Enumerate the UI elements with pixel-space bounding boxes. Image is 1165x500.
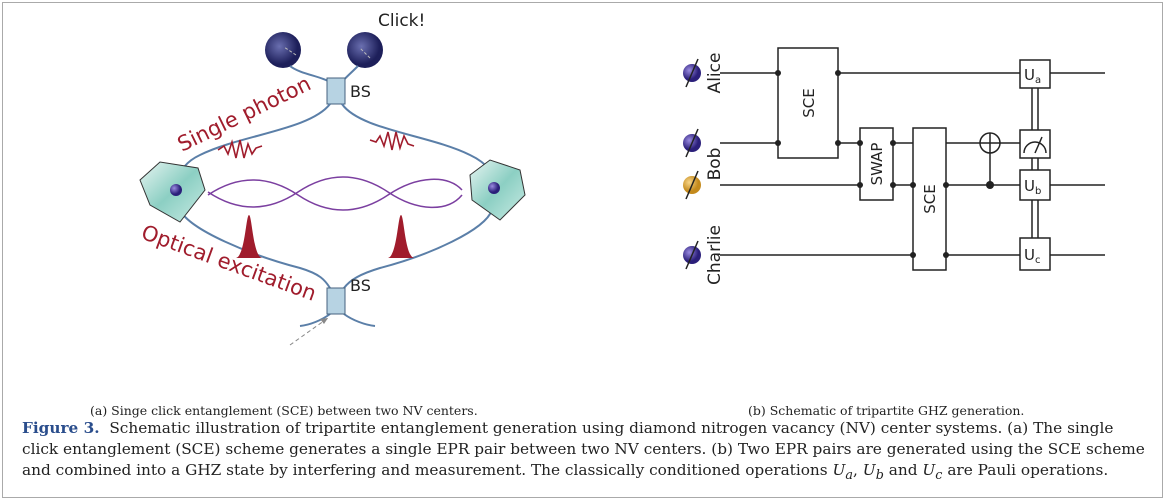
separator: , [853,461,858,479]
operator: Ua [833,461,854,479]
control-dot [910,182,916,188]
control-dot [943,252,949,258]
operator-subscript: c [935,468,942,483]
operator-subscript: b [876,468,884,483]
nv-spin [488,182,500,194]
qubit-label: Alice [705,53,725,94]
control-dot [890,182,896,188]
panel-a: Click! BS BS Single photon Optical excit… [138,11,525,345]
classical-wire [1032,88,1038,238]
gate-symbol: U [1024,177,1035,195]
photon-packet [218,140,262,158]
gate-label: SCE [800,88,818,117]
control-dot [775,140,781,146]
bs-label: BS [350,276,371,295]
operator: Uc [922,461,942,479]
operator-symbol: U [833,461,846,479]
control-dot [835,140,841,146]
panel-b: Alice Bob Charlie SCE SWAP SCE Ua Ub Uc [683,48,1105,285]
control-dot [835,70,841,76]
control-dot [775,70,781,76]
gate-subscript: c [1035,255,1041,266]
beam-splitter [327,78,345,104]
gate-symbol: U [1024,66,1035,84]
gate-subscript: b [1035,186,1041,197]
gate-symbol: U [1024,246,1035,264]
spin-axis [686,59,698,269]
control-dot [910,252,916,258]
figure: Click! BS BS Single photon Optical excit… [0,0,1165,400]
fiber [300,314,375,326]
bs-label: BS [350,82,371,101]
pump-arrow [290,318,328,345]
nv-spin [170,184,182,196]
qubit-label: Charlie [705,225,725,285]
separator: and [889,461,918,479]
caption: Figure 3. Schematic illustration of trip… [22,418,1147,486]
control-dot [857,182,863,188]
operator-symbol: U [922,461,935,479]
operator-symbol: U [863,461,876,479]
subcaption: (a) Singe click entanglement (SCE) betwe… [90,403,478,418]
beam-splitter [327,288,345,314]
gate-subscript: a [1035,75,1041,86]
control-dot [857,140,863,146]
control-dot [890,140,896,146]
operator-subscript: a [845,468,853,483]
entanglement-wave [208,177,462,207]
control-dot [943,182,949,188]
gate-label: SWAP [868,143,886,186]
cnot-control [986,181,994,189]
entanglement-wave [208,179,462,210]
gate-label: SCE [921,184,939,213]
excitation-pulse [388,215,414,258]
photon-label: Single photon [174,71,315,156]
detector [265,32,301,68]
detector-label: Click! [378,11,425,31]
qubit-label: Bob [705,148,725,181]
spins [683,59,701,269]
detector [347,32,383,68]
operator: Ub [863,461,884,479]
measurement-box [1020,130,1050,158]
caption-tail: are Pauli operations. [947,461,1108,479]
excitation-label: Optical excitation [138,220,319,306]
caption-label: Figure 3. [22,419,100,437]
excitation-pulse [236,215,262,258]
subcaption: (b) Schematic of tripartite GHZ generati… [748,403,1024,418]
